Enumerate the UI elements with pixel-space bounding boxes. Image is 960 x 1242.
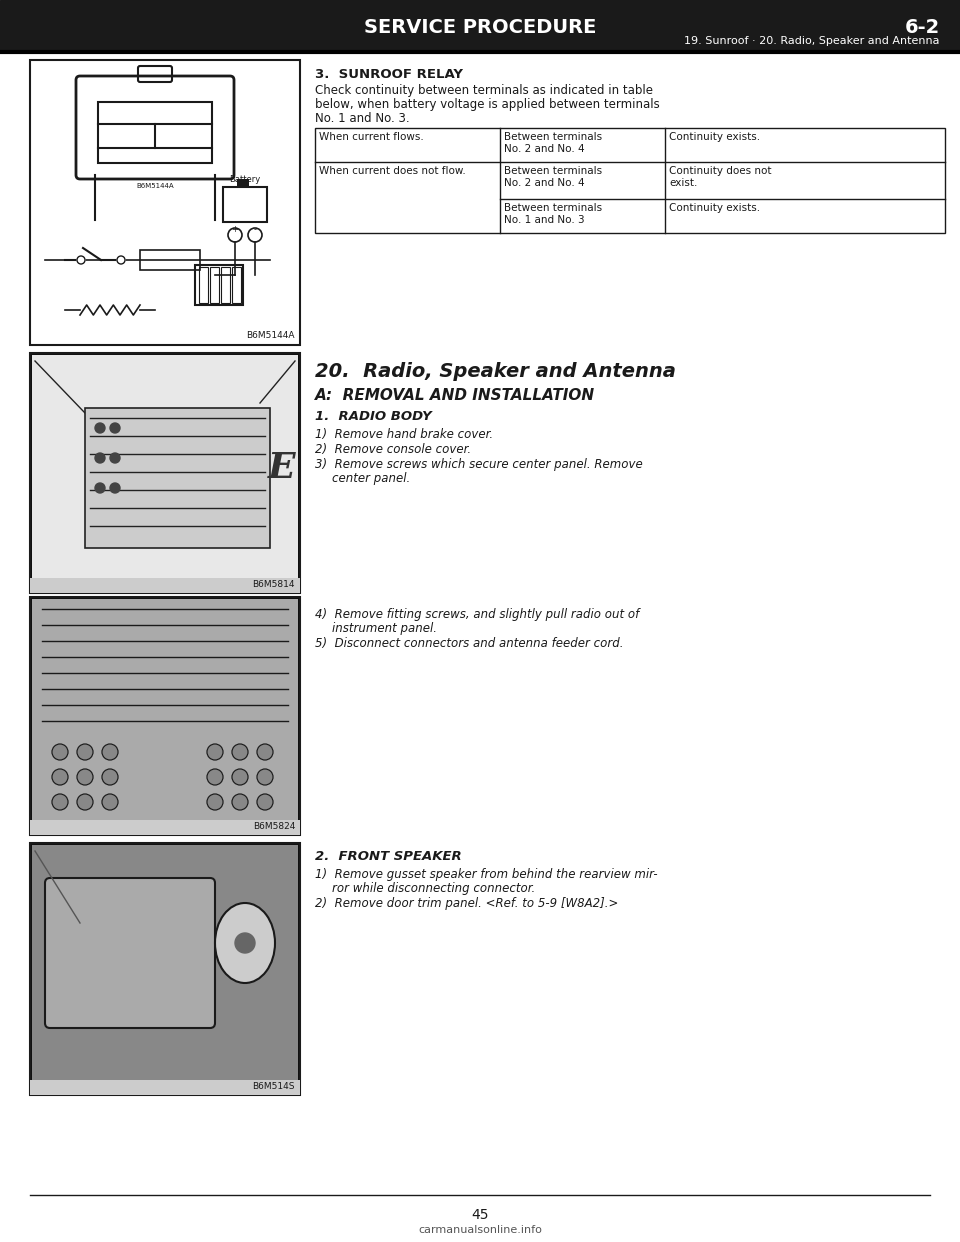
Text: 3.  SUNROOF RELAY: 3. SUNROOF RELAY bbox=[315, 68, 463, 81]
Bar bbox=[32, 845, 298, 1093]
Bar bbox=[232, 267, 241, 303]
Circle shape bbox=[95, 483, 105, 493]
Text: Check continuity between terminals as indicated in table: Check continuity between terminals as in… bbox=[315, 84, 653, 97]
Bar bbox=[30, 1081, 300, 1095]
Circle shape bbox=[110, 453, 120, 463]
Bar bbox=[30, 578, 300, 592]
Ellipse shape bbox=[215, 903, 275, 982]
FancyBboxPatch shape bbox=[45, 878, 215, 1028]
Circle shape bbox=[102, 769, 118, 785]
Text: 19. Sunroof · 20. Radio, Speaker and Antenna: 19. Sunroof · 20. Radio, Speaker and Ant… bbox=[684, 36, 940, 46]
Text: +: + bbox=[231, 226, 238, 235]
Circle shape bbox=[77, 794, 93, 810]
Bar bbox=[223, 188, 267, 222]
Bar bbox=[98, 102, 212, 163]
Text: 2)  Remove door trim panel. <Ref. to 5-9 [W8A2].>: 2) Remove door trim panel. <Ref. to 5-9 … bbox=[315, 897, 618, 910]
Text: Battery: Battery bbox=[229, 175, 260, 184]
Text: center panel.: center panel. bbox=[332, 472, 410, 484]
Circle shape bbox=[257, 794, 273, 810]
Circle shape bbox=[52, 769, 68, 785]
Circle shape bbox=[77, 256, 85, 265]
Circle shape bbox=[232, 769, 248, 785]
Circle shape bbox=[95, 424, 105, 433]
Circle shape bbox=[110, 483, 120, 493]
Circle shape bbox=[257, 744, 273, 760]
Circle shape bbox=[117, 256, 125, 265]
Text: carmanualsonline.info: carmanualsonline.info bbox=[418, 1225, 542, 1235]
Bar bbox=[315, 128, 945, 233]
Bar bbox=[30, 820, 300, 835]
Circle shape bbox=[257, 769, 273, 785]
Bar bbox=[85, 409, 270, 548]
Text: Continuity does not
exist.: Continuity does not exist. bbox=[669, 166, 772, 189]
Circle shape bbox=[232, 744, 248, 760]
Text: Between terminals
No. 1 and No. 3: Between terminals No. 1 and No. 3 bbox=[504, 202, 602, 225]
Text: No. 1 and No. 3.: No. 1 and No. 3. bbox=[315, 112, 410, 125]
Bar bbox=[195, 265, 243, 306]
Text: A:  REMOVAL AND INSTALLATION: A: REMOVAL AND INSTALLATION bbox=[315, 388, 595, 402]
Circle shape bbox=[77, 769, 93, 785]
Circle shape bbox=[110, 424, 120, 433]
Circle shape bbox=[52, 744, 68, 760]
Circle shape bbox=[52, 794, 68, 810]
Bar bbox=[199, 267, 208, 303]
Bar bbox=[140, 250, 200, 270]
Circle shape bbox=[207, 744, 223, 760]
Text: instrument panel.: instrument panel. bbox=[332, 622, 437, 635]
Text: B6M5144A: B6M5144A bbox=[247, 332, 295, 340]
Bar bbox=[30, 60, 300, 345]
Text: When current does not flow.: When current does not flow. bbox=[319, 166, 466, 176]
Text: 2)  Remove console cover.: 2) Remove console cover. bbox=[315, 443, 471, 456]
Bar bbox=[30, 843, 300, 1095]
Bar bbox=[237, 179, 249, 188]
Text: B6M5824: B6M5824 bbox=[252, 822, 295, 831]
Text: When current flows.: When current flows. bbox=[319, 132, 423, 142]
Text: Continuity exists.: Continuity exists. bbox=[669, 202, 760, 212]
Text: 1)  Remove hand brake cover.: 1) Remove hand brake cover. bbox=[315, 428, 493, 441]
Text: Continuity exists.: Continuity exists. bbox=[669, 132, 760, 142]
Bar bbox=[30, 353, 300, 592]
Text: 3)  Remove screws which secure center panel. Remove: 3) Remove screws which secure center pan… bbox=[315, 458, 643, 471]
Text: below, when battery voltage is applied between terminals: below, when battery voltage is applied b… bbox=[315, 98, 660, 111]
Circle shape bbox=[77, 744, 93, 760]
Text: B6M5144A: B6M5144A bbox=[136, 183, 174, 189]
Bar bbox=[32, 355, 298, 591]
Text: B6M5814: B6M5814 bbox=[252, 580, 295, 589]
Circle shape bbox=[102, 744, 118, 760]
Text: 4)  Remove fitting screws, and slightly pull radio out of: 4) Remove fitting screws, and slightly p… bbox=[315, 609, 639, 621]
Circle shape bbox=[235, 933, 255, 953]
Text: 2.  FRONT SPEAKER: 2. FRONT SPEAKER bbox=[315, 850, 462, 863]
Circle shape bbox=[95, 453, 105, 463]
Text: 5)  Disconnect connectors and antenna feeder cord.: 5) Disconnect connectors and antenna fee… bbox=[315, 637, 623, 650]
Text: B6M514S: B6M514S bbox=[252, 1082, 295, 1090]
Bar bbox=[30, 597, 300, 835]
Circle shape bbox=[207, 794, 223, 810]
Circle shape bbox=[102, 794, 118, 810]
Text: 1)  Remove gusset speaker from behind the rearview mir-: 1) Remove gusset speaker from behind the… bbox=[315, 868, 658, 881]
Text: SERVICE PROCEDURE: SERVICE PROCEDURE bbox=[364, 17, 596, 37]
Bar bbox=[0, 0, 960, 52]
Bar bbox=[221, 267, 230, 303]
Bar bbox=[210, 267, 219, 303]
Text: Between terminals
No. 2 and No. 4: Between terminals No. 2 and No. 4 bbox=[504, 132, 602, 154]
Text: E: E bbox=[268, 451, 296, 484]
Circle shape bbox=[207, 769, 223, 785]
Text: 45: 45 bbox=[471, 1208, 489, 1222]
Text: Between terminals
No. 2 and No. 4: Between terminals No. 2 and No. 4 bbox=[504, 166, 602, 189]
Text: 20.  Radio, Speaker and Antenna: 20. Radio, Speaker and Antenna bbox=[315, 361, 676, 381]
Bar bbox=[32, 599, 298, 833]
Text: ror while disconnecting connector.: ror while disconnecting connector. bbox=[332, 882, 536, 895]
Circle shape bbox=[232, 794, 248, 810]
Text: -: - bbox=[253, 226, 256, 235]
Text: 1.  RADIO BODY: 1. RADIO BODY bbox=[315, 410, 432, 424]
Text: 6-2: 6-2 bbox=[904, 17, 940, 37]
